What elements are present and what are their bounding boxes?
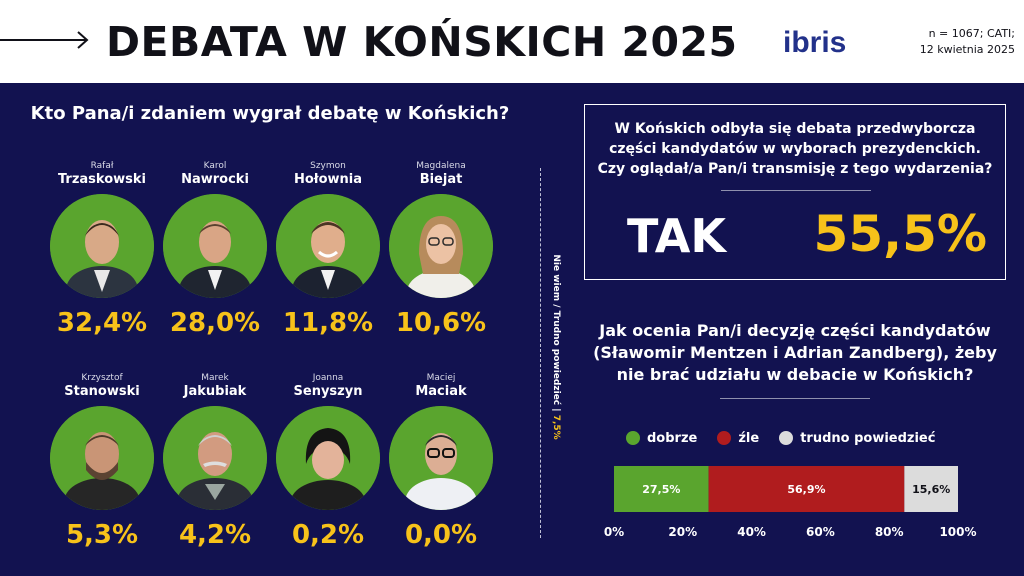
- watched-question: W Końskich odbyła się debata przedwyborc…: [585, 119, 1005, 179]
- page-title: DEBATA W KOŃSKICH 2025: [106, 18, 738, 66]
- tak-label: TAK: [627, 209, 727, 263]
- candidate-card: Karol Nawrocki 28,0%: [159, 160, 271, 338]
- candidate-last-name: Maciak: [415, 384, 467, 399]
- legend-label: źle: [738, 430, 760, 446]
- header-bar: DEBATA W KOŃSKICH 2025 ibris n = 1067; C…: [0, 0, 1024, 83]
- bar-data-label: 15,6%: [912, 483, 950, 496]
- candidate-last-name: Trzaskowski: [57, 172, 146, 187]
- candidate-card: Joanna Senyszyn 0,2%: [272, 372, 384, 550]
- candidate-photo-avatar: [50, 194, 154, 298]
- candidate-first-name: Karol: [203, 161, 227, 171]
- candidate-first-name: Szymon: [310, 161, 346, 171]
- candidate-card: Maciej Maciak 0,0%: [385, 372, 497, 550]
- candidate-first-name: Joanna: [312, 373, 344, 383]
- ibris-logo: ibris: [783, 26, 846, 59]
- dont-know-value: 7,5%: [551, 414, 561, 440]
- watched-box: W Końskich odbyła się debata przedwyborc…: [584, 104, 1006, 280]
- candidate-photo-avatar: [50, 406, 154, 510]
- arrow-right-icon: [0, 31, 89, 49]
- candidate-first-name: Marek: [201, 373, 229, 383]
- candidate-last-name: Hołownia: [293, 172, 363, 187]
- candidate-percent: 28,0%: [169, 308, 261, 338]
- candidate-first-name: Rafał: [90, 161, 114, 171]
- candidate-last-name: Biejat: [419, 172, 463, 187]
- question-divider: [720, 398, 870, 399]
- decision-question-line: Jak ocenia Pan/i decyzję części kandydat…: [599, 321, 991, 340]
- candidate-photo-avatar: [389, 194, 493, 298]
- chart-legend: dobrze źle trudno powiedzieć: [626, 428, 955, 448]
- candidate-photo-avatar: [389, 406, 493, 510]
- winner-question: Kto Pana/i zdaniem wygrał debatę w Końsk…: [30, 103, 510, 124]
- watched-question-line: Czy oglądał/a Pan/i transmisję z tego wy…: [597, 161, 993, 177]
- tak-value: 55,5%: [813, 205, 987, 263]
- legend-item-trudno: trudno powiedzieć: [779, 431, 935, 446]
- logo-text: ibris: [783, 26, 846, 59]
- legend-dot-trudno: [779, 431, 794, 445]
- survey-meta: n = 1067; CATI; 12 kwietnia 2025: [880, 26, 1015, 58]
- legend-item-zle: źle: [717, 431, 759, 446]
- survey-sample: n = 1067; CATI;: [928, 27, 1015, 40]
- decision-question-line: nie brać udziału w debacie w Końskich?: [616, 365, 974, 384]
- x-tick-label: 20%: [668, 525, 697, 539]
- bar-segment: [904, 466, 958, 512]
- candidate-percent: 5,3%: [65, 520, 139, 550]
- candidate-photo-avatar: [276, 194, 380, 298]
- divider-dashed: [540, 168, 541, 538]
- x-tick-label: 100%: [939, 525, 976, 539]
- x-tick-label: 40%: [737, 525, 766, 539]
- decision-question: Jak ocenia Pan/i decyzję części kandydat…: [584, 320, 1006, 386]
- x-tick-label: 60%: [806, 525, 835, 539]
- candidate-percent: 0,2%: [291, 520, 365, 550]
- x-tick-label: 0%: [604, 525, 624, 539]
- candidate-photo-avatar: [163, 194, 267, 298]
- legend-dot-zle: [717, 431, 732, 445]
- candidate-photo-avatar: [163, 406, 267, 510]
- legend-dot-dobrze: [626, 431, 640, 445]
- candidate-card: Rafał Trzaskowski 32,4%: [46, 160, 158, 338]
- watched-question-line: W Końskich odbyła się debata przedwyborc…: [614, 121, 976, 137]
- box-divider: [721, 190, 871, 191]
- candidate-last-name: Senyszyn: [293, 384, 363, 399]
- dont-know-label: Nie wiem / Trudno powiedzieć |: [551, 254, 561, 415]
- candidate-percent: 10,6%: [395, 308, 487, 338]
- candidate-first-name: Maciej: [426, 373, 456, 383]
- candidate-card: Marek Jakubiak 4,2%: [159, 372, 271, 550]
- bar-segment: [708, 466, 905, 512]
- bar-segment: [614, 466, 709, 512]
- stacked-bar-chart: 27,5% 56,9% 15,6% 0% 20% 40% 60% 80% 100%: [604, 466, 977, 539]
- candidate-last-name: Nawrocki: [181, 172, 249, 187]
- bar-data-label: 56,9%: [787, 483, 825, 496]
- candidate-percent: 11,8%: [282, 308, 374, 338]
- survey-date: 12 kwietnia 2025: [919, 43, 1015, 56]
- candidate-last-name: Jakubiak: [183, 384, 247, 399]
- candidate-card: Krzysztof Stanowski 5,3%: [46, 372, 158, 550]
- candidate-card: Magdalena Biejat 10,6%: [385, 160, 497, 338]
- candidate-card: Szymon Hołownia 11,8%: [272, 160, 384, 338]
- bar-data-label: 27,5%: [642, 483, 680, 496]
- watched-question-line: części kandydatów w wyborach prezydencki…: [609, 141, 981, 157]
- candidate-percent: 0,0%: [404, 520, 478, 550]
- candidate-last-name: Stanowski: [64, 384, 140, 399]
- legend-label: dobrze: [647, 430, 698, 446]
- x-tick-label: 80%: [875, 525, 904, 539]
- candidate-percent: 32,4%: [56, 308, 148, 338]
- decision-question-line: (Sławomir Mentzen i Adrian Zandberg), że…: [593, 343, 997, 362]
- candidate-percent: 4,2%: [178, 520, 252, 550]
- candidate-first-name: Magdalena: [416, 161, 466, 171]
- legend-label: trudno powiedzieć: [800, 430, 936, 446]
- legend-item-dobrze: dobrze: [626, 431, 697, 446]
- candidate-first-name: Krzysztof: [81, 373, 123, 383]
- candidate-photo-avatar: [276, 406, 380, 510]
- dont-know-note: Nie wiem / Trudno powiedzieć | 7,5%: [547, 227, 561, 467]
